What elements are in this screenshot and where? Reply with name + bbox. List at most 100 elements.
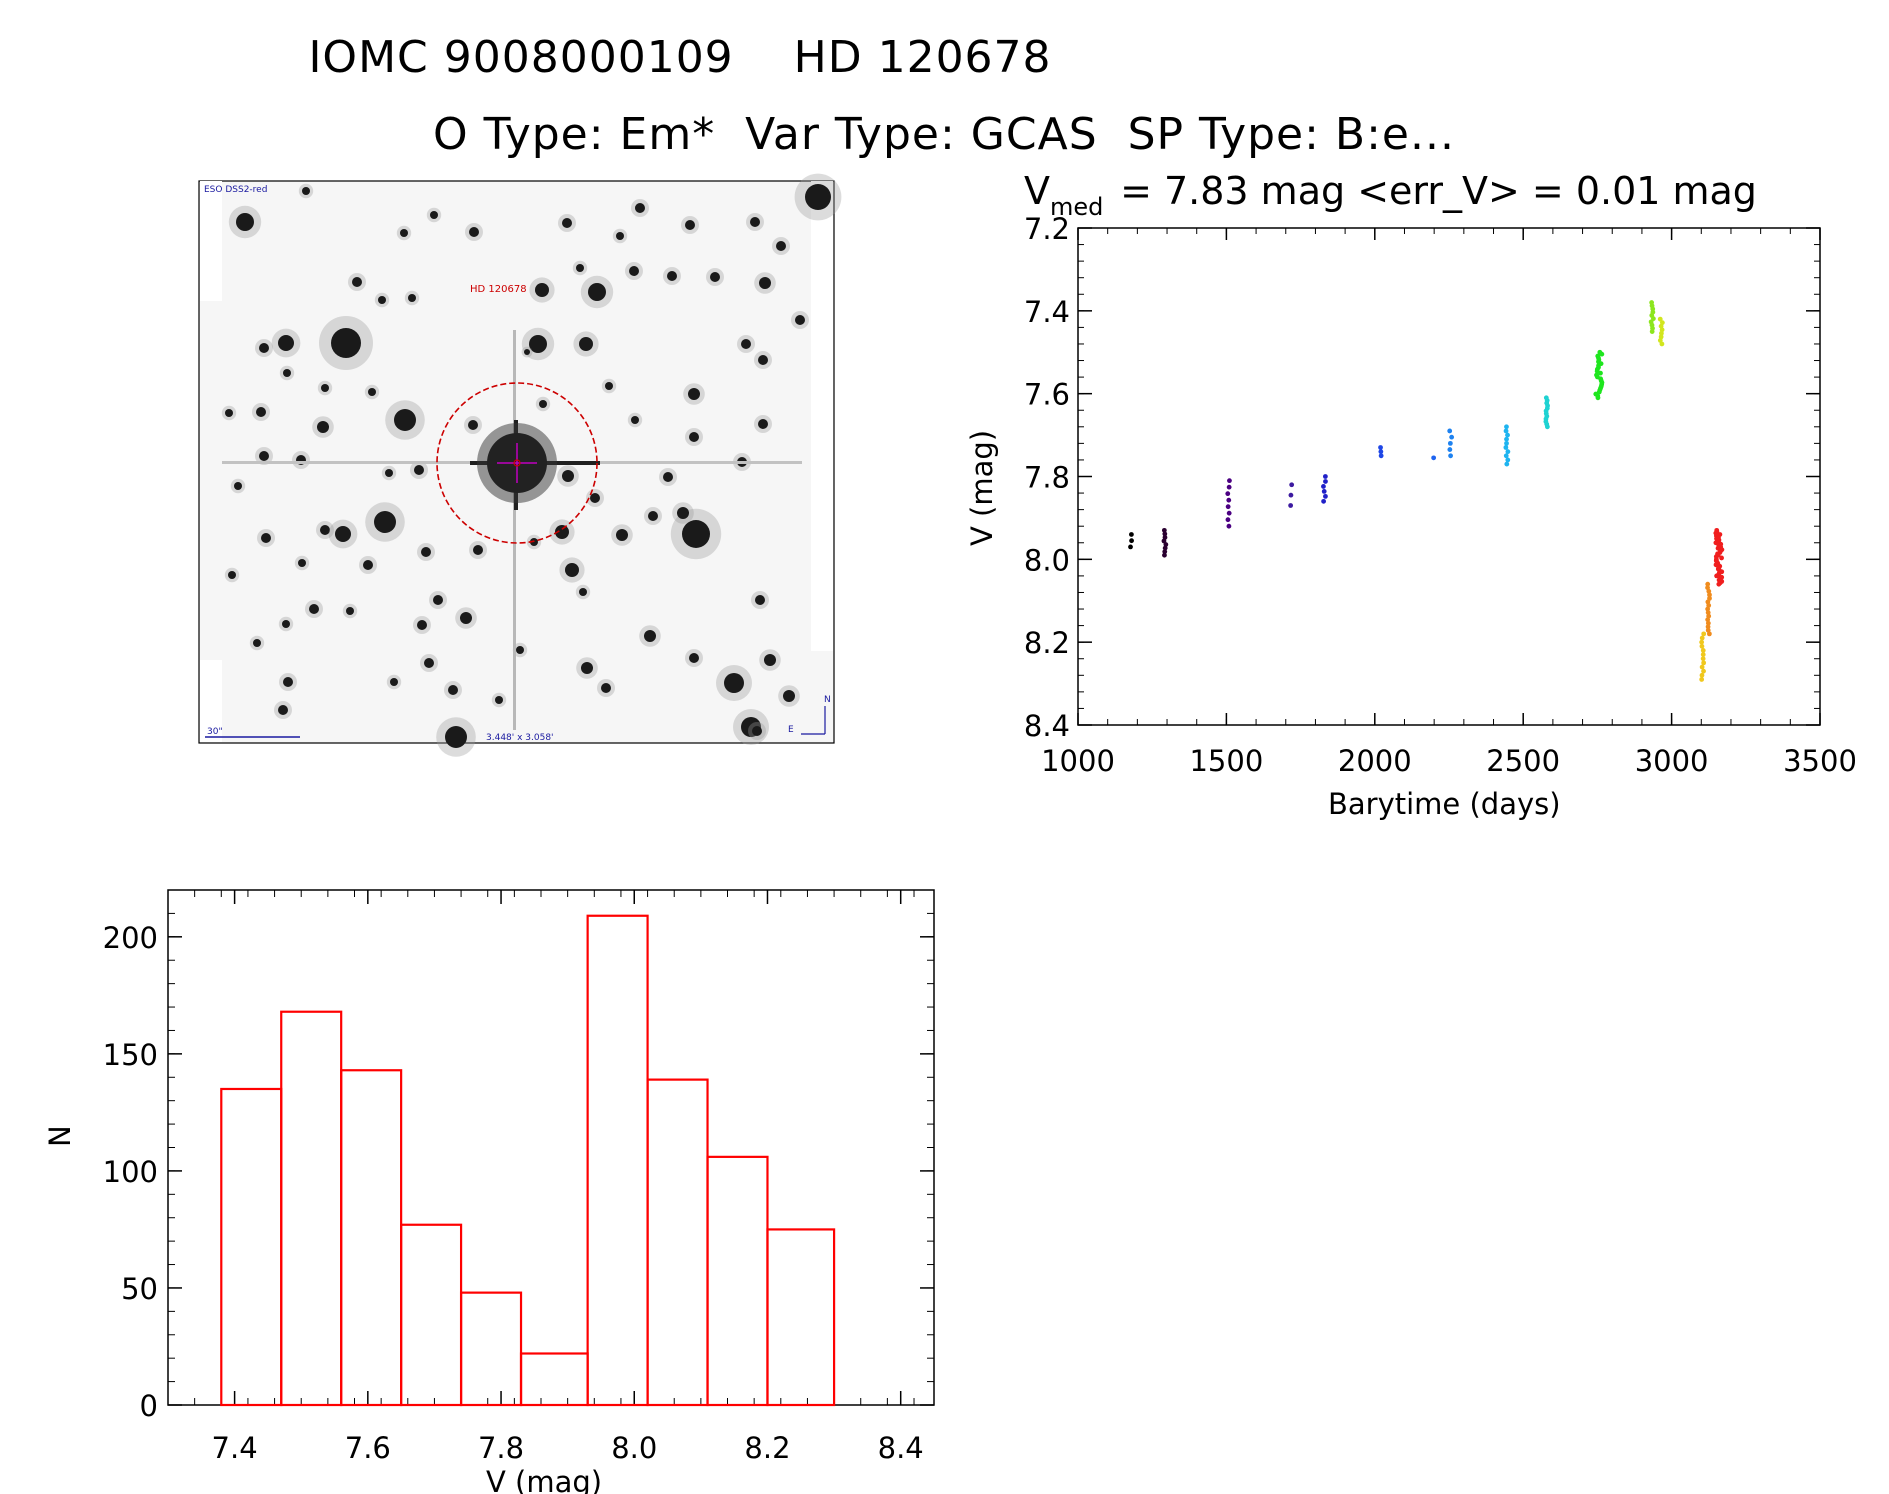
star: [346, 607, 354, 615]
hist-x-tick-label: 7.4: [212, 1431, 258, 1465]
lc-data-point: [1504, 461, 1510, 467]
star: [783, 690, 795, 702]
lc-data-point: [1504, 424, 1509, 430]
lc-data-point: [1659, 327, 1665, 333]
lc-y-tick-label: 7.6: [1024, 378, 1070, 412]
star: [795, 315, 805, 325]
lc-data-point: [1162, 545, 1168, 551]
lc-data-point: [1719, 555, 1724, 561]
star: [424, 658, 434, 668]
hist-bar: [459, 1291, 523, 1407]
lc-data-points: [1128, 300, 1725, 682]
lc-x-tick-label: 2000: [1338, 744, 1412, 778]
lc-data-point: [1447, 447, 1453, 452]
lc-data-point: [1378, 453, 1384, 459]
lc-y-tick-label: 8.0: [1024, 543, 1070, 577]
star: [256, 407, 266, 417]
lc-data-point: [1128, 544, 1133, 550]
hist-x-axis-label: V (mag): [486, 1465, 602, 1494]
lc-data-point: [1321, 498, 1327, 504]
star: [689, 432, 699, 442]
star: [752, 726, 762, 736]
star: [234, 482, 242, 490]
star: [755, 595, 765, 605]
star: [469, 227, 479, 237]
star: [390, 678, 398, 686]
hist-bar: [766, 1228, 836, 1407]
north-label: N: [824, 695, 831, 705]
lc-data-point: [1706, 631, 1712, 637]
lc-data-point: [1649, 329, 1655, 334]
star: [688, 388, 700, 400]
lc-data-point: [1699, 677, 1705, 682]
hist-bar: [706, 1155, 769, 1407]
star: [689, 653, 699, 663]
lc-data-point: [1161, 527, 1167, 533]
lc-data-point: [1129, 538, 1134, 544]
star: [282, 620, 290, 628]
star: [758, 355, 768, 365]
lc-data-point: [1705, 624, 1711, 630]
histogram-panel: 7.4 7.6 7.8 8.0 8.2 8.4 0 50 100 150 200 V (mag) N: [43, 889, 935, 1494]
lc-data-point: [1225, 517, 1231, 523]
star: [562, 470, 574, 482]
lc-data-point: [1288, 503, 1294, 508]
star: [335, 526, 351, 542]
star: [741, 339, 751, 349]
star: [278, 705, 288, 715]
star: [579, 337, 593, 351]
lc-data-point: [1701, 668, 1706, 674]
star: [529, 335, 547, 353]
star: [259, 451, 269, 461]
star: [616, 529, 628, 541]
lc-y-tick-label: 8.4: [1024, 709, 1070, 743]
lc-data-point: [1321, 489, 1327, 494]
star: [225, 409, 233, 417]
finder-edge-strip: [200, 181, 222, 301]
hist-y-tick-label: 200: [103, 921, 158, 955]
lc-data-point: [1226, 523, 1232, 529]
hist-y-tick-label: 100: [103, 1155, 158, 1189]
lc-data-point: [1162, 549, 1168, 555]
finder-edge-strip: [200, 660, 222, 742]
lc-data-point: [1288, 492, 1294, 498]
star: [677, 507, 689, 519]
lc-data-point: [1599, 351, 1605, 357]
star: [616, 232, 624, 240]
star: [445, 726, 467, 748]
star: [228, 571, 236, 579]
lc-data-point: [1504, 436, 1509, 442]
figure-title-line1: IOMC 9008000109 HD 120678: [308, 32, 1051, 83]
lc-data-point: [1714, 573, 1720, 579]
lc-data-point: [1705, 610, 1711, 615]
star: [635, 203, 645, 213]
hist-x-tick-label: 8.4: [878, 1431, 924, 1465]
fov-label: 3.448' x 3.058': [486, 733, 554, 743]
lc-title-v: V: [1024, 169, 1050, 213]
star: [685, 220, 695, 230]
lc-data-point: [1659, 330, 1664, 336]
hist-bars: [220, 914, 836, 1407]
lc-title-sub: med: [1050, 193, 1103, 221]
lc-data-point: [1505, 457, 1511, 463]
lc-x-tick-label: 3500: [1783, 744, 1857, 778]
finder-chart: HD 120678 ESO DSS2-red 30" 3.448' x 3.05…: [198, 173, 842, 757]
light-curve-panel: V med = 7.83 mag <err_V> = 0.01 mag 1000…: [965, 169, 1857, 821]
star: [750, 217, 760, 227]
lc-data-point: [1227, 478, 1232, 484]
lc-data-point: [1431, 455, 1437, 461]
lc-data-point: [1705, 606, 1711, 612]
star: [433, 595, 443, 605]
lc-y-tick-label: 7.8: [1024, 461, 1070, 495]
lc-data-point: [1226, 510, 1232, 516]
lc-y-tick-label: 7.2: [1024, 212, 1070, 246]
target-marker: [513, 459, 521, 467]
star: [400, 229, 408, 237]
lc-data-point: [1378, 445, 1383, 450]
target-circle: [436, 382, 598, 544]
star: [283, 677, 293, 687]
star: [448, 685, 458, 695]
lc-axes: 1000 1500 2000 2500 3000 3500 7.2 7.4 7.6 7.8 8.0 8…: [1024, 212, 1857, 778]
lc-data-point: [1700, 648, 1706, 653]
